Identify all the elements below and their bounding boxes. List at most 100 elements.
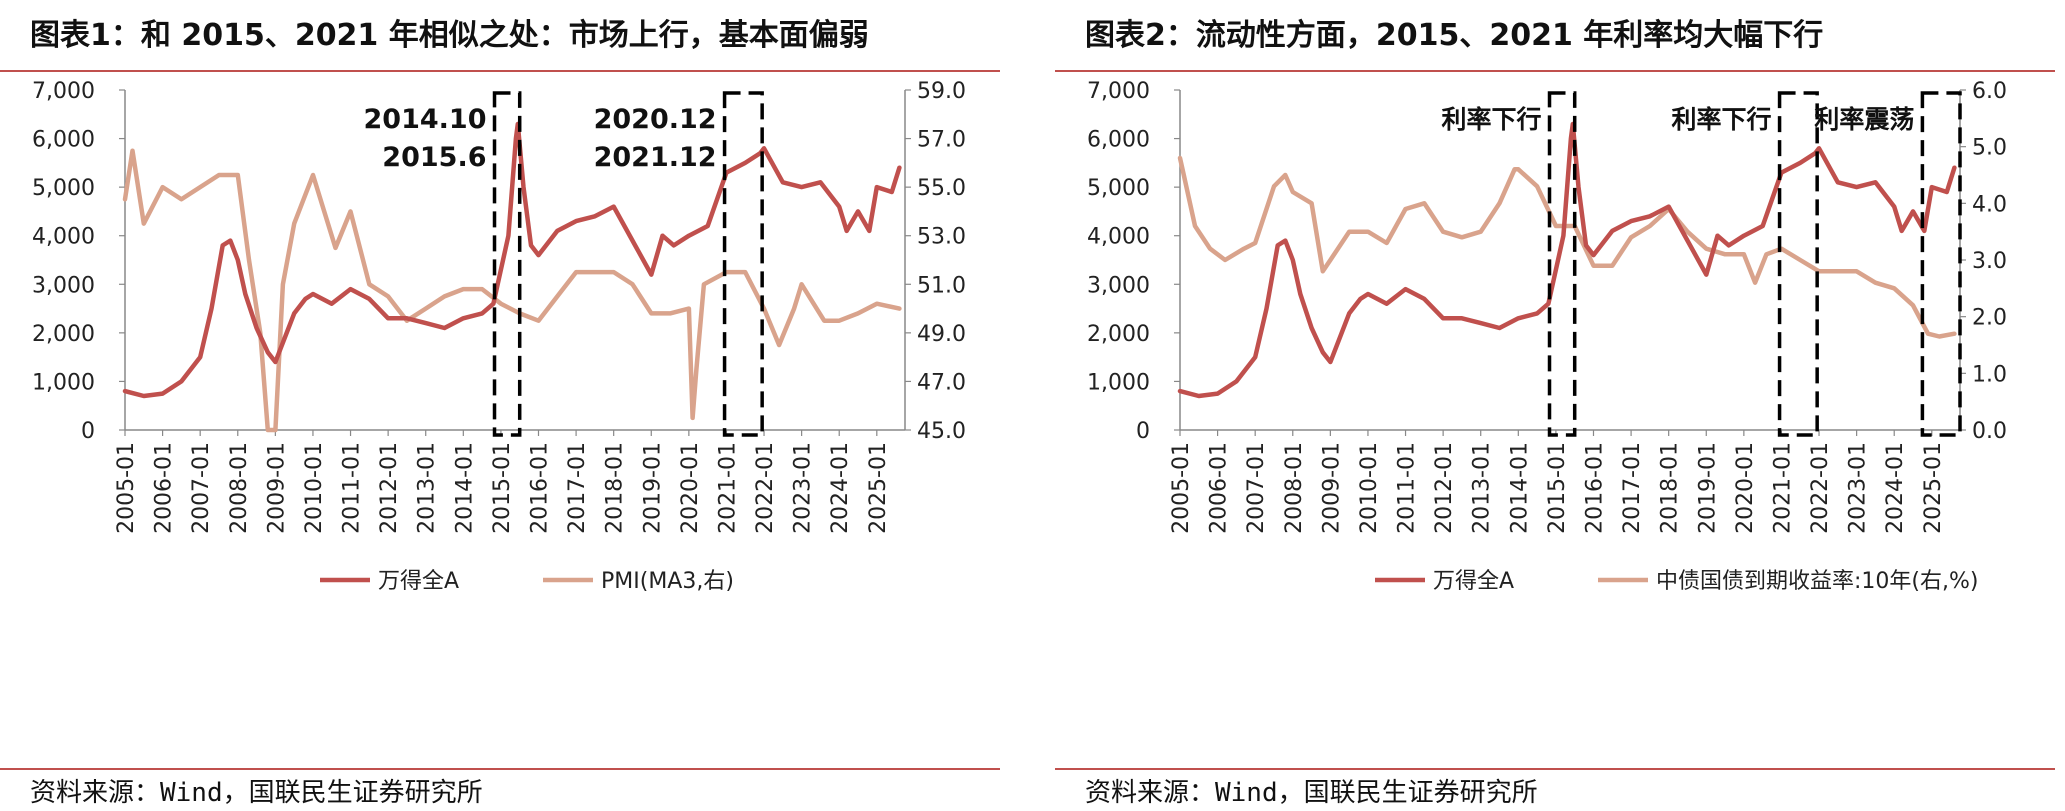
x-tick-label: 2024-01 [1883,442,1908,534]
chart-plot: 0 1,000 2,000 3,000 4,000 5,000 6,000 7,000 0.0 1… [1087,80,2007,594]
x-tick-label: 2019-01 [1695,442,1720,534]
x-tick-label: 2021-01 [715,442,740,534]
series-line-left [1177,121,1957,399]
chart-panel-2: 图表2：流动性方面，2015、2021 年利率均大幅下行 0 1,000 2,000… [1055,0,2065,811]
series-line-left [122,121,902,399]
y-tick-label-left: 0 [1136,419,1150,444]
y-tick-label-left: 4,000 [32,225,95,250]
x-tick-label: 2022-01 [753,442,778,534]
x-tick-label: 2018-01 [1658,442,1683,534]
x-tick-label: 2015-01 [490,442,515,534]
highlight-box [722,91,764,437]
x-tick-label: 2016-01 [527,442,552,534]
y-tick-label-left: 5,000 [1087,176,1150,201]
y-tick-label-right: 5.0 [1972,136,2007,161]
annotation-label: 2021.12 [594,142,717,173]
x-tick-label: 2021-01 [1770,442,1795,534]
annotation-label: 2020.12 [594,104,717,135]
x-tick-label: 2024-01 [828,442,853,534]
y-tick-label-left: 2,000 [32,322,95,347]
y-tick-label-right: 3.0 [1972,249,2007,274]
legend-label: 万得全A [378,569,459,594]
y-tick-label-left: 6,000 [1087,128,1150,153]
source-divider [1055,768,2055,770]
x-tick-label: 2014-01 [452,442,477,534]
annotation-label: 利率下行 [1672,105,1772,134]
title-divider [0,70,1000,72]
x-tick-label: 2019-01 [640,442,665,534]
annotation-label: 2014.10 [364,104,487,135]
x-tick-label: 2015-01 [1545,442,1570,534]
x-tick-label: 2008-01 [227,442,252,534]
highlight-box [492,91,522,437]
y-tick-label-right: 2.0 [1972,306,2007,331]
y-tick-label-left: 5,000 [32,176,95,201]
y-tick-label-right: 57.0 [917,128,966,153]
legend-label: 中债国债到期收益率:10年(右,%) [1656,569,1978,594]
x-tick-label: 2006-01 [1207,442,1232,534]
y-tick-label-right: 4.0 [1972,192,2007,217]
annotation-label: 2015.6 [382,142,486,173]
x-tick-label: 2007-01 [1244,442,1269,534]
y-tick-label-right: 51.0 [917,273,966,298]
y-tick-label-left: 1,000 [32,370,95,395]
y-tick-label-right: 49.0 [917,322,966,347]
y-tick-label-right: 0.0 [1972,419,2007,444]
y-tick-label-left: 1,000 [1087,370,1150,395]
y-tick-label-left: 4,000 [1087,225,1150,250]
y-tick-label-left: 3,000 [32,273,95,298]
legend-label: PMI(MA3,右) [601,569,734,594]
x-tick-label: 2013-01 [415,442,440,534]
x-tick-label: 2020-01 [1733,442,1758,534]
x-tick-label: 2023-01 [791,442,816,534]
x-tick-label: 2005-01 [1169,442,1194,534]
x-tick-label: 2007-01 [189,442,214,534]
y-tick-label-left: 6,000 [32,128,95,153]
x-tick-label: 2016-01 [1582,442,1607,534]
x-tick-label: 2005-01 [114,442,139,534]
x-tick-label: 2014-01 [1507,442,1532,534]
x-tick-label: 2022-01 [1808,442,1833,534]
x-tick-label: 2018-01 [603,442,628,534]
y-tick-label-right: 6.0 [1972,80,2007,104]
y-tick-label-right: 55.0 [917,176,966,201]
y-tick-label-right: 45.0 [917,419,966,444]
source-divider [0,768,1000,770]
annotation-label: 利率下行 [1441,105,1541,134]
x-tick-label: 2025-01 [866,442,891,534]
x-tick-label: 2010-01 [302,442,327,534]
chart-title: 图表1：和 2015、2021 年相似之处：市场上行，基本面偏弱 [30,18,869,53]
source-note: 资料来源：Wind，国联民生证券研究所 [1085,778,1538,808]
series-line-right [122,148,902,433]
x-tick-label: 2011-01 [1395,442,1420,534]
x-tick-label: 2013-01 [1470,442,1495,534]
x-tick-label: 2023-01 [1846,442,1871,534]
x-tick-label: 2011-01 [340,442,365,534]
y-tick-label-right: 1.0 [1972,362,2007,387]
x-tick-label: 2010-01 [1357,442,1382,534]
chart-title: 图表2：流动性方面，2015、2021 年利率均大幅下行 [1085,18,1824,53]
legend-label: 万得全A [1433,569,1514,594]
y-tick-label-left: 0 [81,419,95,444]
x-tick-label: 2020-01 [678,442,703,534]
y-tick-label-left: 3,000 [1087,273,1150,298]
x-tick-label: 2009-01 [1319,442,1344,534]
y-tick-label-left: 7,000 [1087,80,1150,104]
chart-plot: 0 1,000 2,000 3,000 4,000 5,000 6,000 7,000 45.0… [32,80,966,594]
x-tick-label: 2025-01 [1921,442,1946,534]
series-line-right [1177,155,1957,339]
x-tick-label: 2009-01 [264,442,289,534]
title-divider [1055,70,2055,72]
y-tick-label-left: 7,000 [32,80,95,104]
x-tick-label: 2012-01 [1432,442,1457,534]
y-tick-label-right: 59.0 [917,80,966,104]
x-tick-label: 2008-01 [1282,442,1307,534]
x-tick-label: 2017-01 [1620,442,1645,534]
y-tick-label-left: 2,000 [1087,322,1150,347]
y-tick-label-right: 47.0 [917,370,966,395]
highlight-box [1920,91,1962,437]
x-tick-label: 2012-01 [377,442,402,534]
x-tick-label: 2017-01 [565,442,590,534]
y-tick-label-right: 53.0 [917,225,966,250]
source-note: 资料来源：Wind，国联民生证券研究所 [30,778,483,808]
